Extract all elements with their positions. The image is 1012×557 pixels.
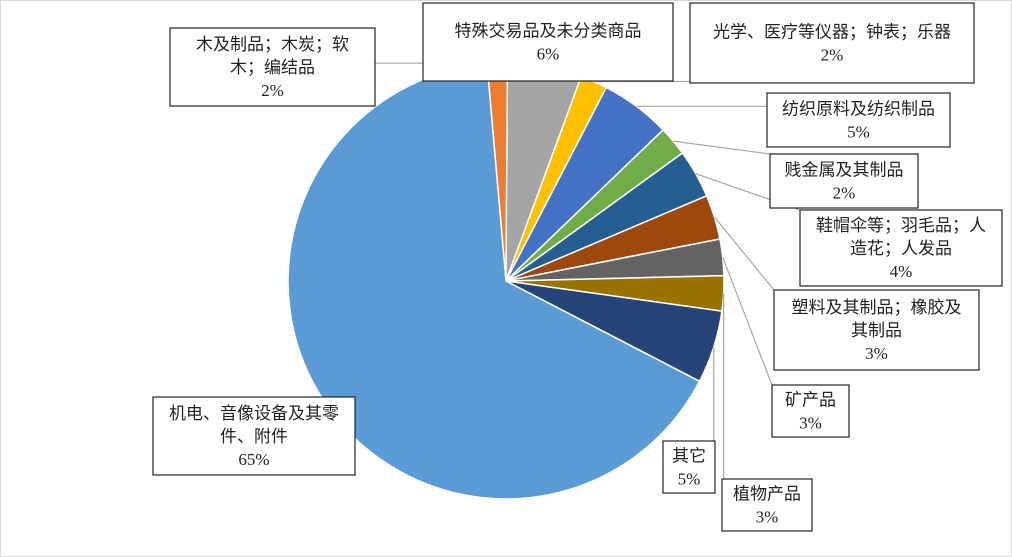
data-label-box <box>169 27 376 107</box>
data-label-box <box>773 289 980 371</box>
data-label-category: 植物产品 <box>733 485 801 504</box>
data-label-percent: 3% <box>865 344 888 363</box>
data-label-category: 塑料及其制品；橡胶及 <box>792 298 962 317</box>
leader-line <box>713 216 775 291</box>
data-label-percent: 6% <box>537 45 560 64</box>
data-label-box <box>662 440 716 494</box>
data-label-percent: 5% <box>847 123 870 142</box>
data-label-box <box>721 478 813 532</box>
data-label: 纺织原料及纺织制品 5% <box>766 92 951 148</box>
data-label-percent: 3% <box>756 508 779 527</box>
data-label-category: 贱金属及其制品 <box>785 161 904 180</box>
leader-line <box>722 256 773 386</box>
data-labels: 木及制品；木炭；软木；编结品 2% 特殊交易品及未分类商品 6% 光学、医疗等仪器；钟表… <box>152 2 1003 532</box>
data-label-percent: 65% <box>238 450 269 469</box>
data-label-percent: 2% <box>261 81 284 100</box>
data-label-category: 机电、音像设备及其零 <box>169 404 339 423</box>
data-label-percent: 5% <box>678 470 701 489</box>
data-label-percent: 4% <box>890 262 913 281</box>
data-label-category: 纺织原料及纺织制品 <box>782 100 935 119</box>
leader-line <box>673 140 771 155</box>
data-label: 特殊交易品及未分类商品 6% <box>422 2 674 82</box>
data-label-category: 特殊交易品及未分类商品 <box>455 22 642 41</box>
data-label: 矿产品 3% <box>771 384 850 438</box>
data-label-category: 鞋帽伞等；羽毛品；人 <box>816 216 986 235</box>
data-label-category: 其制品 <box>851 321 902 340</box>
data-label-category: 木及制品；木炭；软 <box>196 35 349 54</box>
data-label: 鞋帽伞等；羽毛品；人造花；人发品 4% <box>799 209 1003 287</box>
data-label-category: 其它 <box>672 447 706 466</box>
data-label-category: 矿产品 <box>785 391 836 410</box>
data-label-percent: 2% <box>833 184 856 203</box>
data-label-box <box>771 384 850 438</box>
data-label: 其它 5% <box>662 440 716 494</box>
data-label: 光学、医疗等仪器；钟表；乐器 2% <box>689 2 975 84</box>
data-label-percent: 3% <box>799 414 822 433</box>
data-label-box <box>152 396 356 476</box>
data-label: 贱金属及其制品 2% <box>769 153 919 209</box>
data-label-box <box>769 153 919 209</box>
data-label: 植物产品 3% <box>721 478 813 532</box>
data-label-category: 光学、医疗等仪器；钟表；乐器 <box>713 23 951 42</box>
data-label: 木及制品；木炭；软木；编结品 2% <box>169 27 376 107</box>
data-label-box <box>766 92 951 148</box>
data-label-category: 木；编结品 <box>230 58 315 77</box>
data-label-box <box>422 2 674 82</box>
data-label-percent: 2% <box>821 46 844 65</box>
data-label-category: 件、附件 <box>220 427 288 446</box>
pie-slices <box>287 62 725 500</box>
data-label-box <box>689 2 975 84</box>
data-label-category: 造花；人发品 <box>850 239 952 258</box>
data-label-box <box>799 209 1003 287</box>
